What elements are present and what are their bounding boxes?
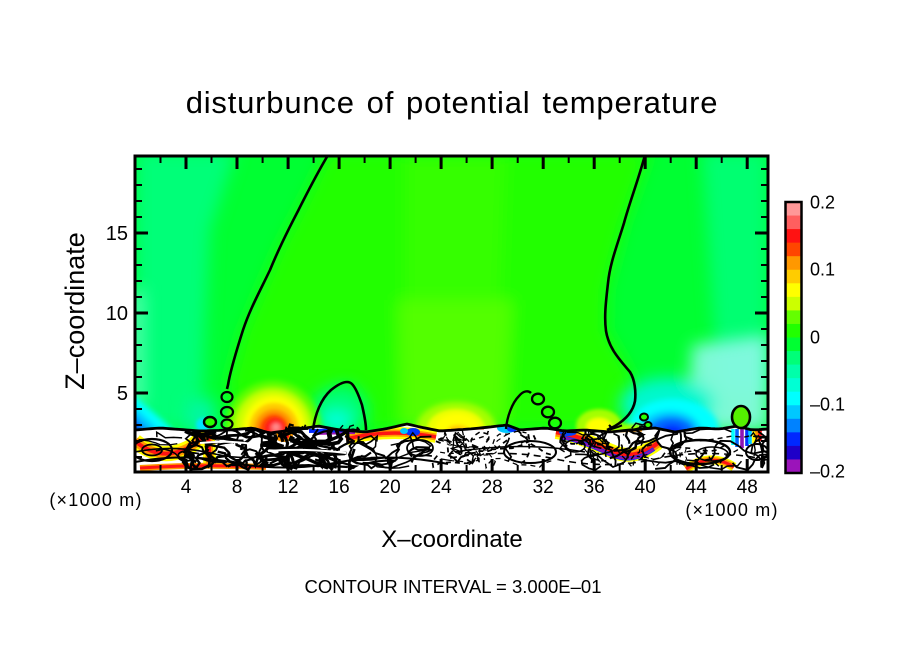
- svg-text:10: 10: [106, 303, 128, 325]
- svg-text:disturbunce of potential te: disturbunce of potential temperature: [186, 85, 719, 120]
- svg-text:40: 40: [635, 477, 656, 498]
- svg-text:32: 32: [533, 477, 554, 498]
- svg-text:0.1: 0.1: [810, 260, 835, 280]
- svg-text:12: 12: [277, 477, 298, 498]
- svg-text:(×1000 m): (×1000 m): [685, 500, 778, 520]
- svg-text:24: 24: [431, 477, 453, 498]
- svg-text:CONTOUR INTERVAL = 3.000E–01: CONTOUR INTERVAL = 3.000E–01: [305, 576, 602, 597]
- svg-text:48: 48: [737, 477, 758, 498]
- svg-text:5: 5: [117, 383, 128, 405]
- svg-text:15: 15: [106, 223, 128, 245]
- svg-text:28: 28: [482, 477, 503, 498]
- svg-text:16: 16: [329, 477, 350, 498]
- svg-text:(×1000 m): (×1000 m): [49, 490, 142, 510]
- svg-text:8: 8: [232, 477, 243, 498]
- svg-text:–0.2: –0.2: [810, 462, 845, 482]
- svg-text:4: 4: [181, 477, 192, 498]
- svg-text:X–coordinate: X–coordinate: [381, 526, 522, 553]
- svg-text:0: 0: [810, 328, 820, 348]
- svg-text:–0.1: –0.1: [810, 395, 845, 415]
- svg-text:20: 20: [380, 477, 401, 498]
- svg-text:Z–coordinate: Z–coordinate: [60, 232, 90, 390]
- svg-text:44: 44: [686, 477, 708, 498]
- svg-text:36: 36: [584, 477, 605, 498]
- svg-text:0.2: 0.2: [810, 193, 835, 213]
